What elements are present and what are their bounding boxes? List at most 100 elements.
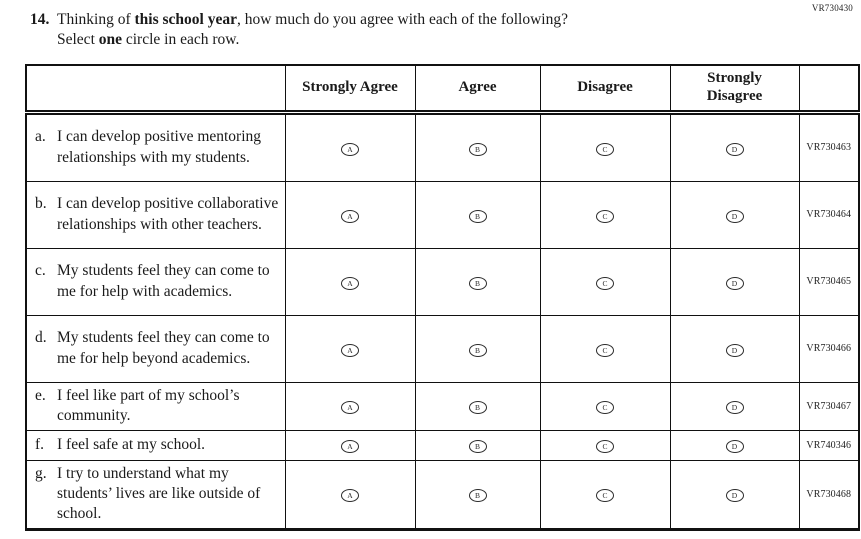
answer-bubble-a[interactable]: A [341,142,359,156]
row-statement: I can develop positive mentoring relatio… [57,128,262,166]
table-row: a. I can develop positive mentoring rela… [25,111,860,182]
table-row: g. I try to understand what my students’… [25,459,860,530]
question-bold-phrase: this school year [134,11,237,28]
answer-bubble-b[interactable]: B [468,489,487,503]
statement-cell: b. I can develop positive collaborative … [25,180,286,249]
answer-bubble-c[interactable]: C [596,401,614,415]
answer-bubble-a[interactable]: A [341,276,359,290]
row-label: f. [35,435,45,453]
row-code: VR740346 [798,429,860,461]
option-cell-b: B [414,459,541,530]
row-code: VR730465 [798,247,860,316]
answer-bubble-d[interactable]: D [725,489,744,503]
agreement-table: Strongly Agree Agree Disagree Strongly D… [25,63,860,531]
row-label: a. [35,128,46,146]
option-cell-b: B [414,247,541,316]
row-statement: I can develop positive collaborative rel… [57,195,279,233]
row-statement: I try to understand what my students’ li… [57,464,261,523]
answer-bubble-d[interactable]: D [725,276,744,290]
code-header-cell [798,64,860,115]
answer-bubble-a[interactable]: A [341,209,359,223]
option-cell-a: A [284,111,416,182]
answer-bubble-d[interactable]: D [725,440,744,454]
statement-cell: a. I can develop positive mentoring rela… [25,111,286,182]
statement-header-cell [25,64,286,115]
row-label: c. [35,262,46,280]
question-bold-one: one [98,30,122,48]
option-cell-a: A [284,429,416,461]
page-code: VR730430 [811,3,853,13]
option-cell-b: B [414,314,541,383]
option-cell-c: C [539,314,671,383]
option-cell-c: C [539,180,671,249]
table-row: d. My students feel they can come to me … [25,314,860,383]
col-header-disagree: Disagree [539,64,671,115]
answer-bubble-c[interactable]: C [596,209,614,223]
row-label: g. [35,464,47,482]
answer-bubble-c[interactable]: C [596,489,614,503]
row-statement: My students feel they can come to me for… [57,262,270,300]
question-line-1: Thinking of this school year, how much d… [57,11,568,28]
answer-bubble-c[interactable]: C [596,142,614,156]
answer-bubble-d[interactable]: D [725,209,744,223]
table-row: e. I feel like part of my school’s commu… [25,381,860,431]
answer-bubble-a[interactable]: A [341,489,359,503]
option-cell-c: C [539,381,671,431]
row-code: VR730468 [798,459,860,530]
statement-cell: e. I feel like part of my school’s commu… [25,381,286,431]
statement-cell: c. My students feel they can come to me … [25,247,286,316]
answer-bubble-b[interactable]: B [468,440,487,454]
answer-bubble-c[interactable]: C [596,276,614,290]
statement-cell: g. I try to understand what my students’… [25,459,286,530]
row-label: d. [35,329,47,347]
statement-cell: f. I feel safe at my school. [25,429,286,461]
option-cell-b: B [414,381,541,431]
question-number: 14. [30,11,50,28]
answer-bubble-a[interactable]: A [341,440,359,454]
row-code: VR730466 [798,314,860,383]
answer-bubble-b[interactable]: B [468,343,487,357]
row-statement: I feel safe at my school. [57,435,206,453]
row-statement: I feel like part of my school’s communit… [57,386,240,425]
option-cell-a: A [284,180,416,249]
option-cell-a: A [284,314,416,383]
answer-bubble-a[interactable]: A [341,343,359,357]
option-cell-c: C [539,111,671,182]
answer-bubble-c[interactable]: C [596,343,614,357]
answer-bubble-a[interactable]: A [341,401,359,415]
question-line-2: Select one circle in each row. [57,30,240,48]
answer-bubble-b[interactable]: B [468,276,487,290]
option-cell-a: A [284,381,416,431]
answer-bubble-c[interactable]: C [596,440,614,454]
option-cell-d: D [669,429,800,461]
answer-bubble-b[interactable]: B [468,142,487,156]
option-cell-d: D [669,111,800,182]
option-cell-b: B [414,429,541,461]
answer-bubble-d[interactable]: D [725,142,744,156]
row-code: VR730467 [798,381,860,431]
answer-bubble-d[interactable]: D [725,401,744,415]
answer-bubble-b[interactable]: B [468,401,487,415]
statement-cell: d. My students feel they can come to me … [25,314,286,383]
col-header-strongly-disagree: Strongly Disagree [669,64,800,115]
row-label: b. [35,195,47,213]
option-cell-c: C [539,247,671,316]
row-code: VR730463 [798,111,860,182]
row-code: VR730464 [798,180,860,249]
row-label: e. [35,386,46,404]
option-cell-c: C [539,429,671,461]
option-cell-d: D [669,314,800,383]
option-cell-d: D [669,381,800,431]
question-block: 14. Thinking of this school year, how mu… [0,0,861,50]
option-cell-a: A [284,459,416,530]
option-cell-b: B [414,180,541,249]
answer-bubble-b[interactable]: B [468,209,487,223]
row-statement: My students feel they can come to me for… [57,329,270,367]
answer-bubble-d[interactable]: D [725,343,744,357]
header-row: Strongly Agree Agree Disagree Strongly D… [25,64,860,115]
option-cell-d: D [669,180,800,249]
table-row: b. I can develop positive collaborative … [25,180,860,249]
option-cell-c: C [539,459,671,530]
option-cell-b: B [414,111,541,182]
